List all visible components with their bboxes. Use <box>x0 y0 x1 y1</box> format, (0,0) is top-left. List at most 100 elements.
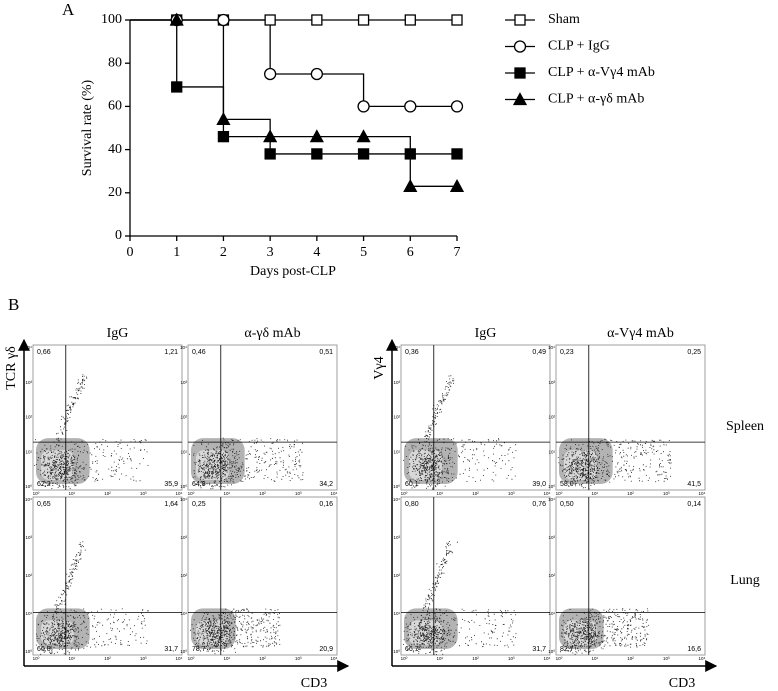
x-tick-label: 10⁴ <box>544 491 551 496</box>
marker <box>451 14 463 26</box>
y-tick-label: 80 <box>108 55 122 70</box>
series-line <box>130 19 457 108</box>
y-tick-label: 10⁰ <box>25 649 32 654</box>
y-tick-label: 10⁴ <box>393 345 400 350</box>
x-tick-label: 10¹ <box>223 491 230 496</box>
quadrant-value: 64,8 <box>192 481 206 488</box>
dot-plot: 0,80 0,76 66,7 31,7 <box>400 496 551 656</box>
y-tick-label: 10¹ <box>180 611 187 616</box>
y-tick-label: 10³ <box>25 380 32 385</box>
x-tick-label: 10² <box>472 656 479 661</box>
y-tick-label: 10⁰ <box>25 484 32 489</box>
quadrant-value: 0,25 <box>687 349 701 356</box>
x-tick-label: 10² <box>104 656 111 661</box>
column-label: IgG <box>107 326 129 341</box>
quadrant-value: 0,66 <box>37 349 51 356</box>
x-tick-label: 10¹ <box>436 656 443 661</box>
x-tick-label: 10⁰ <box>556 491 563 496</box>
y-tick-label: 10¹ <box>180 449 187 454</box>
legend-label: CLP + IgG <box>548 39 610 54</box>
quadrant-value: 66,0 <box>37 646 51 653</box>
x-tick-label: 10⁰ <box>33 656 40 661</box>
quadrant-value: 0,14 <box>687 501 701 508</box>
quadrant-value: 31,7 <box>532 646 546 653</box>
y-tick-label: 10¹ <box>393 611 400 616</box>
column-label: IgG <box>475 326 497 341</box>
y-tick-label: 10⁴ <box>548 345 555 350</box>
y-tick-label: 10⁰ <box>548 484 555 489</box>
y-tick-label: 10¹ <box>548 611 555 616</box>
x-tick-label: 10³ <box>508 656 515 661</box>
y-tick-label: 10¹ <box>393 449 400 454</box>
x-tick-label: 10¹ <box>68 491 75 496</box>
row-label: Spleen <box>726 419 764 434</box>
marker <box>169 12 184 26</box>
cell-dots <box>189 437 304 490</box>
marker <box>404 148 416 160</box>
marker <box>357 14 370 26</box>
x-tick-label: 2 <box>220 245 227 260</box>
x-tick-label: 10² <box>472 491 479 496</box>
y-tick-label: 10² <box>25 573 32 578</box>
y-tick-label: 10² <box>548 415 555 420</box>
y-tick-label: 0 <box>115 228 122 243</box>
cell-dots <box>190 608 281 655</box>
dot-plot: 0,36 0,49 60,1 39,0 <box>400 344 551 491</box>
marker <box>171 81 183 93</box>
marker <box>356 129 371 143</box>
legend-marker <box>512 92 528 106</box>
x-tick-label: 10¹ <box>68 656 75 661</box>
marker <box>217 13 230 27</box>
quadrant-value: 1,21 <box>164 349 178 356</box>
y-tick-label: 10² <box>180 573 187 578</box>
quadrant-value: 20,9 <box>319 646 333 653</box>
x-tick-label: 10⁰ <box>33 491 40 496</box>
marker <box>264 148 276 160</box>
marker <box>311 148 323 160</box>
x-tick-label: 10¹ <box>591 491 598 496</box>
cell-dots <box>560 608 649 655</box>
quadrant-value: 82,7 <box>560 646 574 653</box>
quadrant-value: 0,36 <box>405 349 419 356</box>
quadrant-value: 0,50 <box>560 501 574 508</box>
marker <box>450 100 464 113</box>
quadrant-value: 62,2 <box>37 481 51 488</box>
quadrant-value: 34,2 <box>319 481 333 488</box>
y-tick-label: 10⁰ <box>180 484 187 489</box>
y-tick-label: 60 <box>108 99 122 114</box>
x-tick-label: 10³ <box>140 491 147 496</box>
legend-label: Sham <box>548 12 580 27</box>
cell-dots <box>403 541 517 655</box>
y-tick-label: 10² <box>180 415 187 420</box>
y-tick-label: 10⁴ <box>180 345 187 350</box>
y-tick-label: 10² <box>393 415 400 420</box>
x-tick-label: 10³ <box>295 491 302 496</box>
y-tick-label: 10³ <box>548 535 555 540</box>
x-tick-label: 7 <box>454 245 461 260</box>
y-tick-label: 10⁴ <box>25 497 32 502</box>
x-axis-label: Days post-CLP <box>250 264 336 279</box>
y-tick-label: 10⁴ <box>393 497 400 502</box>
quadrant-value: 0,80 <box>405 501 419 508</box>
y-tick-label: 10³ <box>25 535 32 540</box>
x-tick-label: 10⁴ <box>331 656 338 661</box>
x-axis-label: CD3 <box>301 676 327 691</box>
quadrant-value: 0,25 <box>192 501 206 508</box>
marker <box>263 129 278 143</box>
quadrant-value: 41,5 <box>687 481 701 488</box>
dot-plot: 0,25 0,16 78,7 20,9 <box>187 496 338 656</box>
quadrant-value: 31,7 <box>164 646 178 653</box>
marker <box>404 100 417 113</box>
y-tick-label: 10¹ <box>548 449 555 454</box>
y-tick-label: 10³ <box>393 380 400 385</box>
x-tick-label: 10⁰ <box>556 656 563 661</box>
y-tick-label: 10⁴ <box>180 497 187 502</box>
x-tick-label: 10¹ <box>591 656 598 661</box>
marker <box>217 130 230 143</box>
quadrant-value: 0,46 <box>192 349 206 356</box>
marker <box>311 14 323 26</box>
y-tick-label: 10¹ <box>25 611 32 616</box>
legend-label: CLP + α-Vγ4 mAb <box>548 65 655 80</box>
x-tick-label: 10⁴ <box>699 656 706 661</box>
y-tick-label: 100 <box>101 12 122 27</box>
